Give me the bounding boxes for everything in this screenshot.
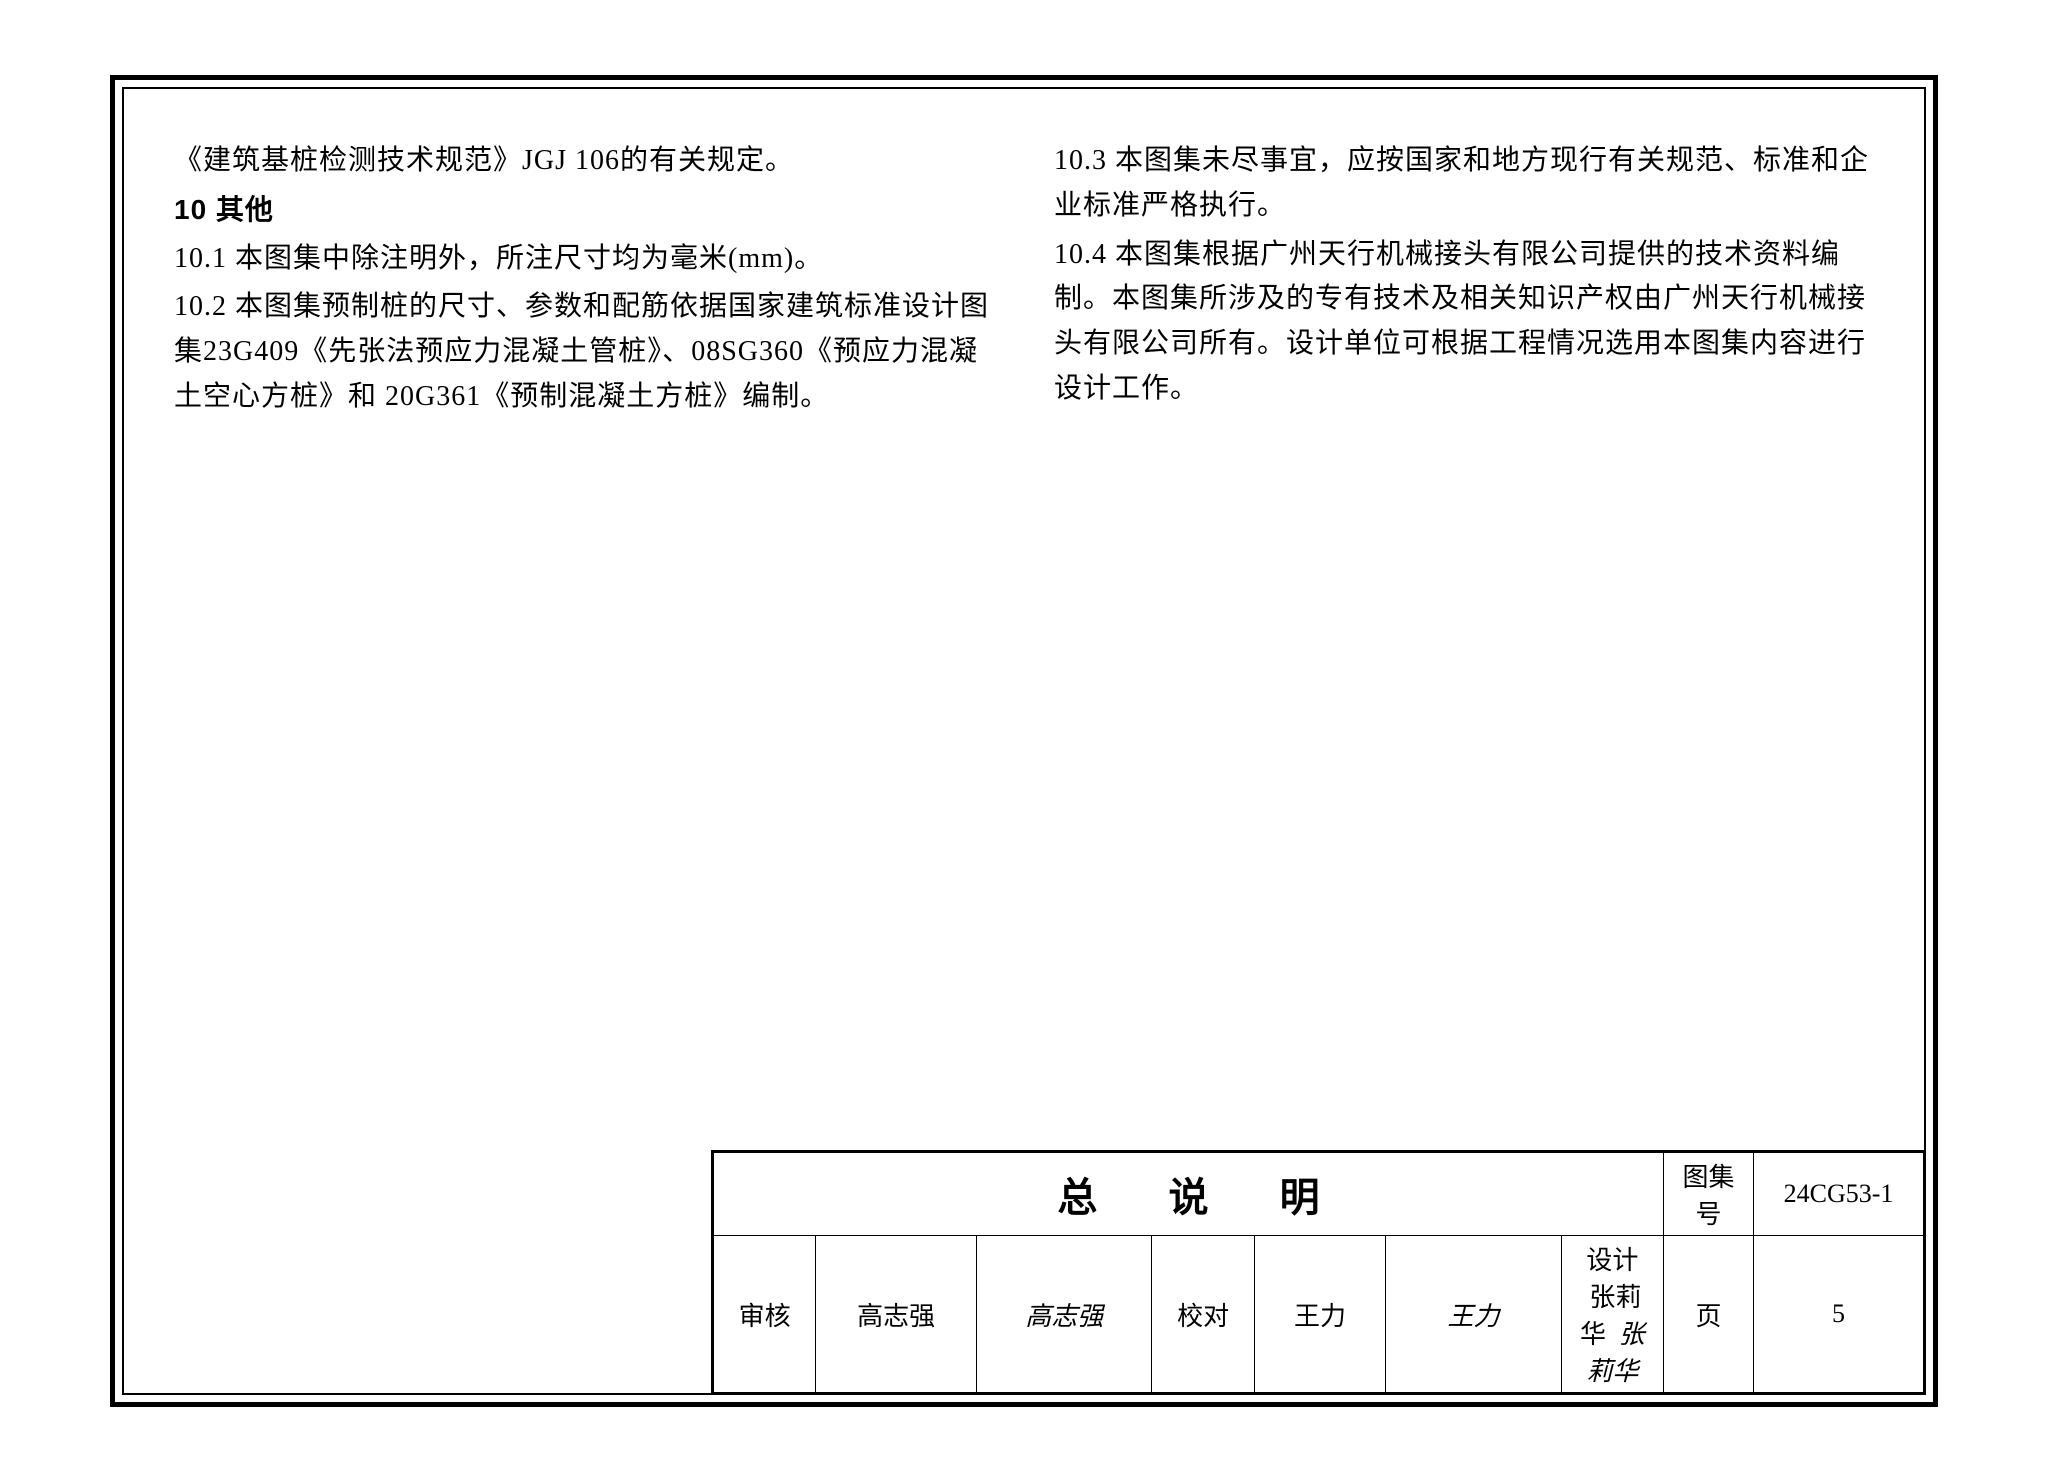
design-label: 设计 [1586, 1246, 1638, 1275]
text-line: 10.1 本图集中除注明外，所注尺寸均为毫米(mm)。 [174, 237, 994, 282]
text-line: 《建筑基桩检测技术规范》JGJ 106的有关规定。 [174, 139, 994, 184]
review-label: 审核 [714, 1236, 816, 1393]
review-name: 高志强 [816, 1236, 977, 1393]
drawing-set-label: 图集号 [1664, 1153, 1754, 1236]
review-signature: 高志强 [977, 1236, 1152, 1393]
outer-frame: 《建筑基桩检测技术规范》JGJ 106的有关规定。 10 其他 10.1 本图集… [110, 75, 1938, 1407]
check-signature: 王力 [1386, 1236, 1561, 1393]
content-area: 《建筑基桩检测技术规范》JGJ 106的有关规定。 10 其他 10.1 本图集… [174, 139, 1874, 1273]
page-label: 页 [1664, 1236, 1754, 1393]
check-label: 校对 [1152, 1236, 1254, 1393]
right-column: 10.3 本图集未尽事宜，应按国家和地方现行有关规范、标准和企业标准严格执行。 … [1054, 139, 1874, 1273]
drawing-title: 总 说 明 [714, 1153, 1664, 1236]
text-line: 10.3 本图集未尽事宜，应按国家和地方现行有关规范、标准和企业标准严格执行。 [1054, 139, 1874, 229]
text-line: 10.2 本图集预制桩的尺寸、参数和配筋依据国家建筑标准设计图集23G409《先… [174, 285, 994, 419]
section-heading: 10 其他 [174, 188, 994, 233]
page-number: 5 [1754, 1236, 1924, 1393]
inner-frame: 《建筑基桩检测技术规范》JGJ 106的有关规定。 10 其他 10.1 本图集… [122, 87, 1926, 1395]
check-name: 王力 [1254, 1236, 1386, 1393]
text-line: 10.4 本图集根据广州天行机械接头有限公司提供的技术资料编制。本图集所涉及的专… [1054, 233, 1874, 412]
left-column: 《建筑基桩检测技术规范》JGJ 106的有关规定。 10 其他 10.1 本图集… [174, 139, 994, 1273]
drawing-set-number: 24CG53-1 [1754, 1153, 1924, 1236]
design-label-cell: 设计 张莉华 张莉华 [1561, 1236, 1663, 1393]
title-block: 总 说 明 图集号 24CG53-1 审核 高志强 高志强 校对 王力 王力 设… [711, 1150, 1924, 1393]
